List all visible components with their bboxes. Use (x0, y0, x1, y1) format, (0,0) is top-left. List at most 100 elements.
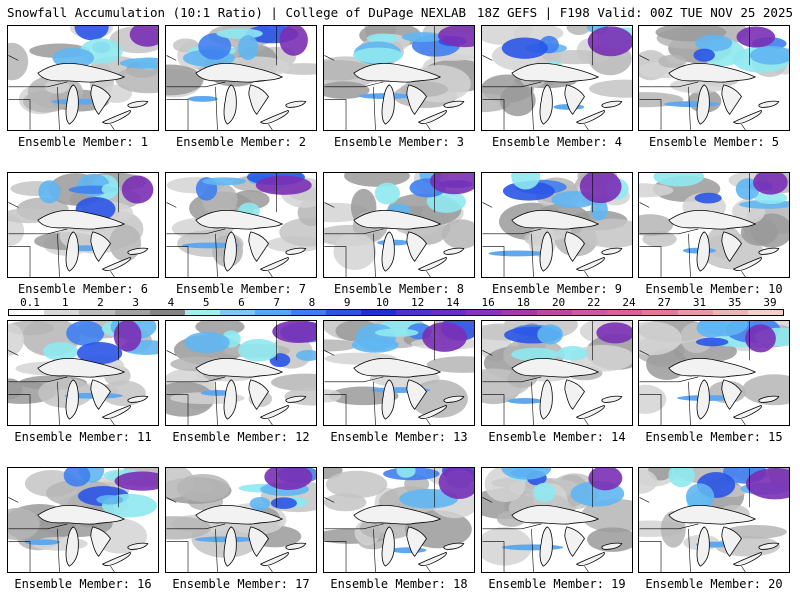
snowfall-shading (422, 322, 467, 352)
state-border (741, 418, 746, 425)
state-border (324, 228, 384, 235)
colorbar-tick-label: 5 (202, 296, 210, 309)
snowfall-shading (129, 26, 158, 47)
snowfall-shading (187, 95, 218, 102)
snowfall-shading (438, 26, 474, 48)
lake-outline (353, 210, 442, 230)
snowfall-shading (596, 322, 632, 344)
state-border (166, 394, 189, 425)
lake-outline (417, 109, 447, 124)
lake-outline (417, 551, 447, 566)
ensemble-member-label: Ensemble Member: 14 (488, 430, 626, 444)
state-border (482, 99, 505, 130)
lake-outline (353, 358, 442, 378)
state-border (166, 497, 177, 503)
colorbar-labels: 0.1 1 2 3 4 5 6 7 8 9 10 12 14 16 18 20 22 24 27 31 35 39 (8, 296, 784, 309)
snowfall-shading (8, 378, 23, 400)
state-border (426, 418, 431, 425)
lake-outline (248, 379, 269, 410)
lake-outline (732, 256, 762, 271)
snowfall-shading (588, 468, 623, 491)
lake-outline (732, 109, 762, 124)
colorbar-swatch (712, 310, 748, 315)
snowfall-shading (695, 337, 729, 347)
ensemble-member-map (323, 467, 475, 573)
ensemble-member-label: Ensemble Member: 9 (491, 282, 623, 296)
colorbar-tick-label: 16 (481, 296, 495, 309)
state-border (8, 350, 19, 356)
ensemble-member-label: Ensemble Member: 19 (488, 577, 626, 591)
lake-outline (417, 256, 447, 271)
lake-outline (101, 551, 131, 566)
state-border (639, 99, 662, 130)
snowfall-shading (182, 242, 239, 249)
lake-outline (564, 379, 585, 410)
lake-outline (285, 542, 307, 550)
state-border (324, 55, 335, 61)
colorbar-swatch (466, 310, 502, 315)
lake-outline (721, 379, 742, 410)
colorbar-tick-label: 27 (657, 296, 671, 309)
snowfall-shading (66, 321, 105, 346)
ensemble-member-map (638, 172, 790, 278)
snowfall-shading (166, 64, 204, 96)
state-border (688, 233, 691, 277)
ensemble-member-map (638, 25, 790, 131)
snowfall-shading (736, 26, 776, 48)
snowfall-shading (401, 32, 445, 42)
lake-outline (575, 256, 605, 271)
state-border (584, 565, 589, 572)
lake-outline (381, 526, 395, 567)
snowfall-shading (24, 539, 61, 546)
state-border (166, 376, 226, 383)
state-border (482, 55, 493, 61)
colorbar-tick-label: 8 (308, 296, 316, 309)
state-border (8, 228, 68, 235)
lake-outline (443, 247, 465, 255)
snowfall-shading (8, 215, 25, 246)
snowfall-shading (119, 57, 158, 69)
colorbar-tick-label: 22 (587, 296, 601, 309)
snowfall-shading (38, 180, 61, 204)
state-border (639, 523, 699, 530)
snowfall-shading (366, 33, 399, 44)
state-border (110, 418, 115, 425)
ensemble-member-map (481, 467, 633, 573)
state-border (324, 202, 335, 208)
snowfall-shading (511, 173, 541, 190)
lake-outline (539, 231, 553, 272)
snowfall-shading (324, 493, 367, 512)
ensemble-member-map (7, 25, 159, 131)
state-border (531, 528, 534, 572)
snowfall-shading (38, 378, 93, 408)
lake-outline (259, 256, 289, 271)
state-border (110, 123, 115, 130)
state-border (373, 86, 376, 130)
state-border (324, 246, 347, 277)
snowfall-shading (511, 347, 559, 362)
snowfall-shading (754, 191, 788, 205)
snowfall-shading (587, 527, 632, 552)
ensemble-member-map (481, 172, 633, 278)
state-border (8, 81, 68, 88)
ensemble-member-label: Ensemble Member: 2 (175, 135, 307, 149)
state-border (166, 81, 226, 88)
lake-outline (37, 63, 126, 83)
state-border (482, 246, 505, 277)
state-border (166, 541, 189, 572)
state-border (57, 381, 60, 425)
state-border (482, 497, 493, 503)
lake-outline (65, 526, 79, 567)
snowfall-shading (184, 331, 230, 354)
ensemble-member-label: Ensemble Member: 4 (491, 135, 623, 149)
snowfall-shading (499, 84, 536, 117)
state-border (482, 394, 505, 425)
state-border (324, 350, 335, 356)
snowfall-shading (255, 175, 312, 195)
lake-outline (406, 84, 427, 115)
state-border (324, 81, 384, 88)
ensemble-member-label: Ensemble Member: 12 (172, 430, 310, 444)
lake-outline (101, 404, 131, 419)
state-border (8, 55, 19, 61)
colorbar-tick-label: 35 (728, 296, 742, 309)
